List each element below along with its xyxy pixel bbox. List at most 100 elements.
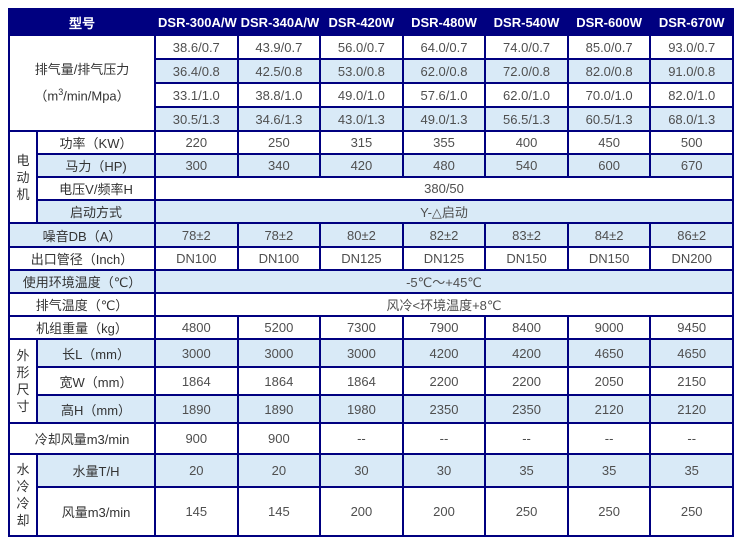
- table-row: 36.4/0.8 42.5/0.8 53.0/0.8 62.0/0.8 72.0/0.8…: [9, 58, 734, 84]
- spec-value: 70.0/1.0: [566, 82, 652, 108]
- table-row: 电压V/频率H 380/50: [9, 176, 734, 201]
- table-row: 出口管径（Inch） DN100 DN100 DN125 DN125 DN150 DN150…: [7, 246, 734, 271]
- spec-value: 3000: [319, 338, 404, 368]
- spec-value: --: [566, 422, 652, 455]
- table-row: 宽W（mm） 1864 1864 1864 2200 2200 2050 2150: [9, 366, 734, 396]
- spec-value: 400: [484, 130, 569, 155]
- row-label-power: 功率（KW）: [35, 130, 157, 155]
- spec-value: 64.0/0.7: [401, 34, 487, 60]
- row-label-length: 长L（mm）: [35, 338, 157, 368]
- spec-value: 2200: [484, 366, 569, 396]
- spec-value: 5200: [236, 315, 322, 340]
- spec-value: 82±2: [401, 222, 487, 248]
- spec-value: 36.4/0.8: [154, 58, 239, 84]
- model-column-header: DSR-600W: [566, 8, 652, 36]
- header-row: 型号 DSR-300A/W DSR-340A/W DSR-420W DSR-48…: [7, 8, 734, 36]
- spec-value: 42.5/0.8: [236, 58, 322, 84]
- spec-value: 1890: [236, 394, 322, 424]
- spec-value: 9000: [566, 315, 652, 340]
- spec-value: 3000: [236, 338, 322, 368]
- spec-table-body: 排气量/排气压力 （m3/min/Mpa） 38.6/0.7 43.9/0.7 56.0…: [7, 34, 734, 537]
- spec-value: 84±2: [566, 222, 652, 248]
- spec-value: 72.0/0.8: [484, 58, 569, 84]
- spec-value: 62.0/0.8: [401, 58, 487, 84]
- compressor-spec-table: 型号 DSR-300A/W DSR-340A/W DSR-420W DSR-48…: [7, 8, 734, 537]
- table-row: 机组重量（kg） 4800 5200 7300 7900 8400 9000 9450: [7, 315, 734, 340]
- model-column-header: DSR-540W: [484, 8, 569, 36]
- table-row: 噪音DB（A） 78±2 78±2 80±2 82±2 83±2 84±2 86±2: [7, 222, 734, 248]
- section-label-char: 形: [16, 365, 30, 380]
- row-label-height: 高H（mm）: [35, 394, 157, 424]
- spec-value: 300: [154, 153, 239, 178]
- spec-value: 82.0/0.8: [566, 58, 652, 84]
- row-label-voltage: 电压V/频率H: [35, 176, 157, 201]
- row-label-start-mode: 启动方式: [35, 199, 157, 224]
- spec-value: 78±2: [236, 222, 322, 248]
- spec-value: DN100: [236, 246, 322, 271]
- spec-value: 4650: [649, 338, 734, 368]
- spec-value: 20: [154, 453, 239, 488]
- spec-value: 315: [319, 130, 404, 155]
- section-label-motor: 电动机: [8, 130, 38, 224]
- merged-value-ambient-temp: -5℃～+45℃: [154, 269, 734, 294]
- spec-value: 540: [484, 153, 569, 178]
- row-label-outlet-diameter: 出口管径（Inch）: [7, 246, 157, 271]
- model-column-header: DSR-420W: [319, 8, 404, 36]
- table-row: 外形尺寸长L（mm） 3000 3000 3000 4200 4200 4650 4650: [8, 338, 734, 424]
- section-label-char: 却: [16, 513, 30, 528]
- spec-value: 600: [566, 153, 652, 178]
- spec-value: 2200: [401, 366, 487, 396]
- spec-value: 420: [319, 153, 404, 178]
- row-label-part: /min/Mpa）: [63, 88, 130, 104]
- row-label-width: 宽W（mm）: [35, 366, 157, 396]
- table-row: 风量m3/min 145 145 200 200 250 250 250: [9, 486, 734, 537]
- model-column-header: DSR-670W: [649, 8, 734, 36]
- row-label-horsepower: 马力（HP): [35, 153, 157, 178]
- spec-value: 30: [401, 453, 487, 488]
- merged-value-voltage: 380/50: [154, 176, 734, 201]
- spec-value: DN125: [401, 246, 487, 271]
- spec-value: 340: [236, 153, 322, 178]
- spec-value: 20: [236, 453, 322, 488]
- spec-value: 7300: [319, 315, 404, 340]
- section-label-dimensions: 外形尺寸: [8, 338, 38, 424]
- spec-value: 9450: [649, 315, 734, 340]
- section-label-char: 尺: [16, 382, 30, 397]
- spec-value: 250: [236, 130, 322, 155]
- section-label-char: 机: [16, 186, 30, 202]
- spec-value: 57.6/1.0: [401, 82, 487, 108]
- spec-value: 145: [236, 486, 322, 537]
- spec-value: 56.5/1.3: [484, 106, 569, 132]
- table-row: 30.5/1.3 34.6/1.3 43.0/1.3 49.0/1.3 56.5/1.3…: [9, 106, 734, 132]
- spec-value: 83±2: [484, 222, 569, 248]
- model-column-header: DSR-340A/W: [236, 8, 322, 36]
- table-row: 启动方式 Y-△启动: [9, 199, 734, 224]
- row-label-exhaust-temp: 排气温度（℃）: [7, 292, 157, 317]
- table-row: 使用环境温度（℃） -5℃～+45℃: [7, 269, 734, 294]
- spec-value: DN200: [649, 246, 734, 271]
- spec-value: 480: [401, 153, 487, 178]
- row-label-line: 排气量/排气压力: [34, 61, 130, 77]
- spec-value: 670: [649, 153, 734, 178]
- spec-value: 2350: [401, 394, 487, 424]
- spec-value: 1864: [319, 366, 404, 396]
- spec-value: 74.0/0.7: [484, 34, 569, 60]
- spec-value: DN150: [484, 246, 569, 271]
- model-column-header: DSR-480W: [401, 8, 487, 36]
- table-row: 电动机功率（KW） 220 250 315 355 400 450 500: [8, 130, 734, 224]
- spec-value: 3000: [154, 338, 239, 368]
- section-label-char: 寸: [16, 399, 30, 414]
- spec-value: 60.5/1.3: [566, 106, 652, 132]
- row-label-part: 3: [58, 86, 64, 97]
- spec-value: 8400: [484, 315, 569, 340]
- spec-value: 900: [154, 422, 239, 455]
- spec-value: --: [401, 422, 487, 455]
- spec-value: 250: [566, 486, 652, 537]
- spec-value: 500: [649, 130, 734, 155]
- section-label-char: 冷: [16, 479, 30, 494]
- table-row: 马力（HP) 300 340 420 480 540 600 670: [9, 153, 734, 178]
- spec-value: 1890: [154, 394, 239, 424]
- spec-value: 250: [649, 486, 734, 537]
- spec-value: 43.9/0.7: [236, 34, 322, 60]
- spec-value: 30.5/1.3: [154, 106, 239, 132]
